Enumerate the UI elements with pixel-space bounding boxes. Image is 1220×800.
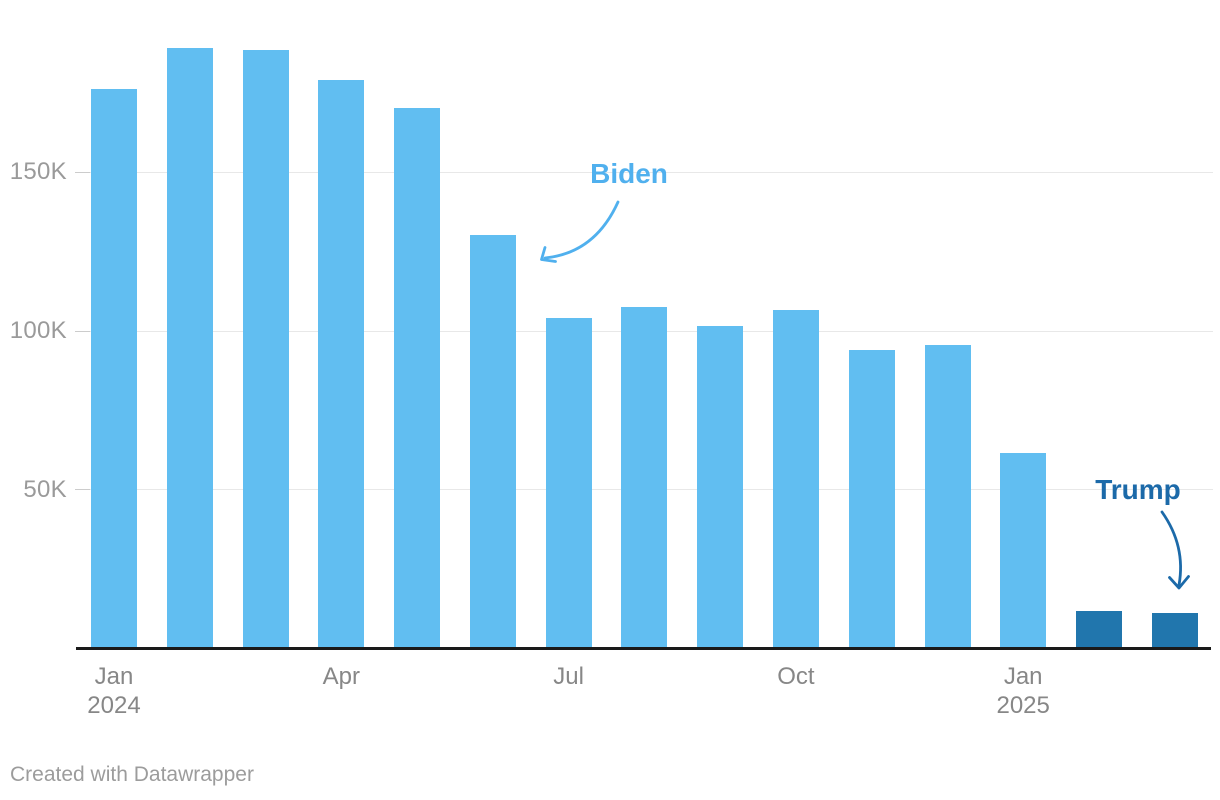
bar-dec-2024[interactable]	[924, 344, 971, 648]
bar-nov-2024[interactable]	[848, 349, 895, 648]
y-axis-label-100k: 100K	[9, 317, 67, 345]
biden-arrow	[540, 200, 620, 263]
trump-annotation-label: Trump	[1095, 474, 1181, 505]
x-axis-label-year: 2025	[996, 692, 1050, 719]
x-axis-label-month: Jan	[94, 663, 134, 690]
bar-oct-2024[interactable]	[772, 310, 819, 648]
bar-apr-2024[interactable]	[318, 79, 365, 648]
bar-feb-2024[interactable]	[166, 48, 213, 648]
biden-annotation-label: Biden	[590, 158, 668, 189]
x-axis-label-month: Jul	[553, 663, 584, 690]
x-axis-label-jul: Jul	[509, 662, 629, 691]
bar-jan-2024[interactable]	[91, 89, 137, 648]
grid-tick-150k	[75, 171, 90, 173]
x-axis-label-month: Jan	[1003, 663, 1043, 690]
bar-aug-2024[interactable]	[621, 306, 668, 648]
bar-jun-2024[interactable]	[469, 235, 516, 648]
bar-may-2024[interactable]	[394, 108, 441, 648]
x-axis-baseline	[76, 647, 1211, 650]
bar-sep-2024[interactable]	[697, 325, 744, 648]
trump-arrow	[1160, 510, 1190, 590]
bar-mar-2025[interactable]	[1151, 612, 1198, 648]
x-axis-label-apr: Apr	[281, 662, 401, 691]
x-axis-label-month: Apr	[322, 663, 360, 690]
datawrapper-credit[interactable]: Created with Datawrapper	[10, 763, 254, 786]
bar-jul-2024[interactable]	[545, 317, 592, 648]
x-axis-label-year: 2024	[87, 692, 141, 719]
grid-tick-100k	[75, 330, 90, 332]
y-axis-label-150k: 150K	[9, 158, 67, 186]
grid-tick-50k	[75, 489, 90, 491]
gridline-150k	[90, 171, 1213, 173]
x-axis-label-jan-2024: Jan 2024	[54, 662, 174, 720]
bar-feb-2025[interactable]	[1076, 610, 1122, 648]
y-axis-label-50k: 50K	[23, 475, 67, 503]
x-axis-label-jan-2025: Jan 2025	[963, 662, 1083, 720]
x-axis-label-month: Oct	[777, 663, 815, 690]
bar-jan-2025[interactable]	[1000, 452, 1047, 648]
x-axis-label-oct: Oct	[736, 662, 856, 691]
bar-mar-2024[interactable]	[242, 49, 289, 648]
